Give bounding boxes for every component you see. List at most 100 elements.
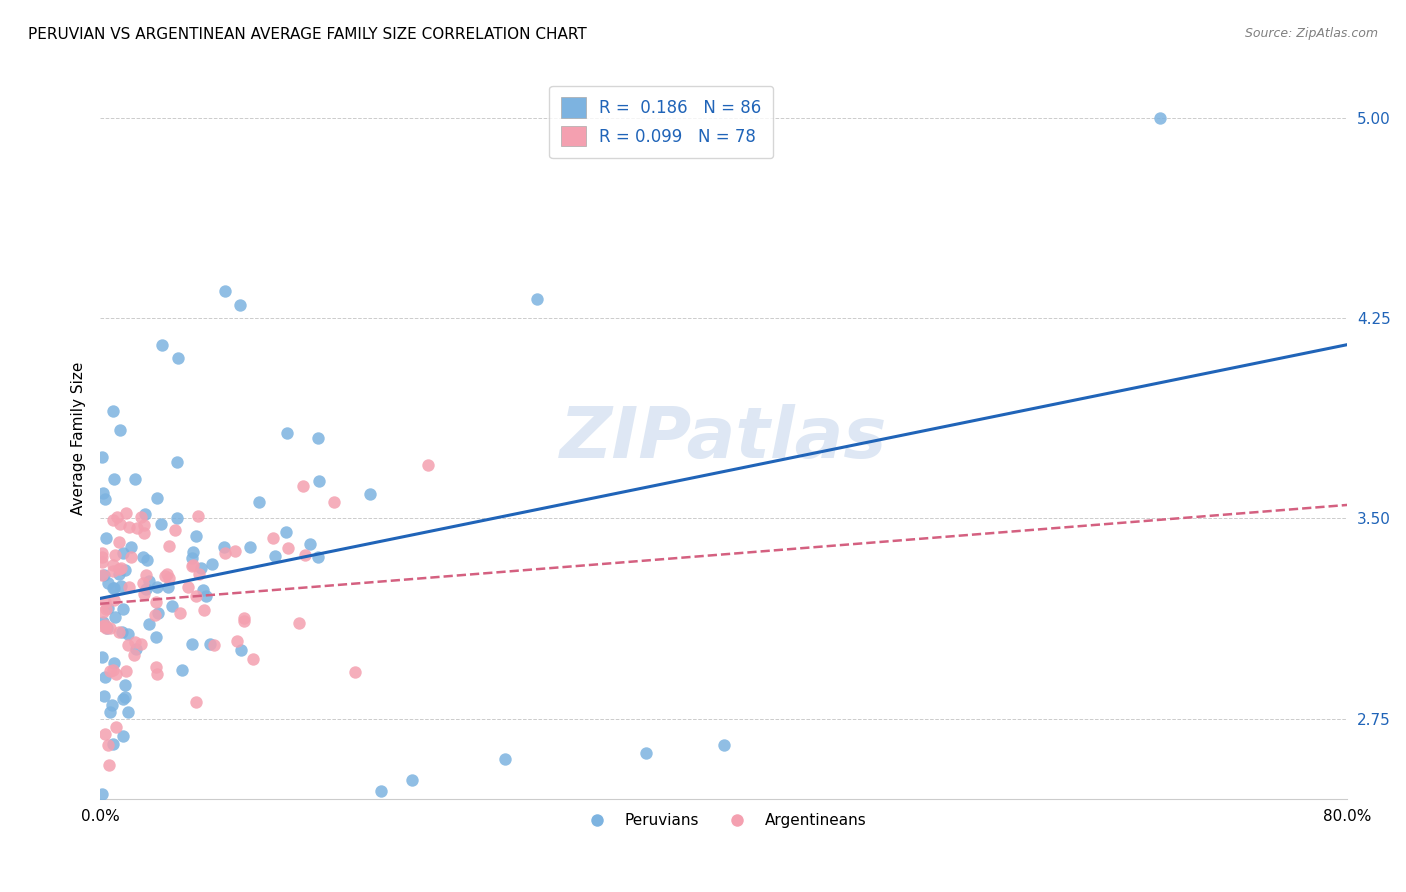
Legend: Peruvians, Argentineans: Peruvians, Argentineans [575,807,872,835]
Point [190,560,212,574]
Point [124,635,146,649]
Point [90,546,112,560]
Point [91,485,114,500]
Point [264,549,287,564]
Point [181,545,204,559]
Point [112,729,135,743]
Point [114,563,136,577]
Point [117,627,139,641]
Point [233,611,256,625]
Point [96,621,118,635]
Point [124,648,146,663]
Point [104,549,127,563]
Point [108,423,131,437]
Point [97,601,120,615]
Point [224,544,246,558]
Point [145,666,167,681]
Point [177,580,200,594]
Point [94,531,117,545]
Point [101,582,124,596]
Point [239,540,262,554]
Point [274,524,297,539]
Point [115,506,138,520]
Point [156,566,179,581]
Point [202,638,225,652]
Point [157,539,180,553]
Point [150,517,173,532]
Point [90,787,112,801]
Point [104,610,127,624]
Point [134,525,156,540]
Point [108,625,131,640]
Point [94,621,117,635]
Point [148,606,170,620]
Point [193,603,215,617]
Point [111,691,134,706]
Point [184,589,207,603]
Point [187,509,209,524]
Point [117,639,139,653]
Point [153,569,176,583]
Point [225,634,247,648]
Point [308,475,330,489]
Point [114,690,136,704]
Point [114,677,136,691]
Point [90,568,112,582]
Point [198,638,221,652]
Point [108,516,131,531]
Point [132,518,155,533]
Point [212,541,235,555]
Point [132,550,155,565]
Text: PERUVIAN VS ARGENTINEAN AVERAGE FAMILY SIZE CORRELATION CHART: PERUVIAN VS ARGENTINEAN AVERAGE FAMILY S… [28,27,586,42]
Point [132,587,155,601]
Point [276,425,298,440]
Point [127,521,149,535]
Point [108,562,131,576]
Point [291,479,314,493]
Point [401,773,423,788]
Point [93,617,115,632]
Point [343,665,366,679]
Point [370,784,392,798]
Point [181,551,204,566]
Point [91,615,114,630]
Point [166,455,188,469]
Point [101,663,124,677]
Point [229,297,252,311]
Point [101,513,124,527]
Point [359,487,381,501]
Point [307,431,329,445]
Point [101,558,124,573]
Point [118,580,141,594]
Point [110,624,132,639]
Point [129,637,152,651]
Point [294,548,316,562]
Point [135,553,157,567]
Point [97,575,120,590]
Point [101,404,124,418]
Point [188,567,211,582]
Point [526,292,548,306]
Point [277,541,299,555]
Point [167,351,190,365]
Point [157,571,180,585]
Point [193,582,215,597]
Point [90,556,112,570]
Point [97,757,120,772]
Point [713,739,735,753]
Point [186,695,208,709]
Point [101,565,124,579]
Point [262,531,284,545]
Point [247,494,270,508]
Point [495,752,517,766]
Point [91,605,114,619]
Point [288,616,311,631]
Point [104,720,127,734]
Point [91,549,114,564]
Point [229,643,252,657]
Text: ZIPatlas: ZIPatlas [560,404,887,473]
Point [98,705,121,719]
Point [200,557,222,571]
Point [91,450,114,464]
Point [98,621,121,635]
